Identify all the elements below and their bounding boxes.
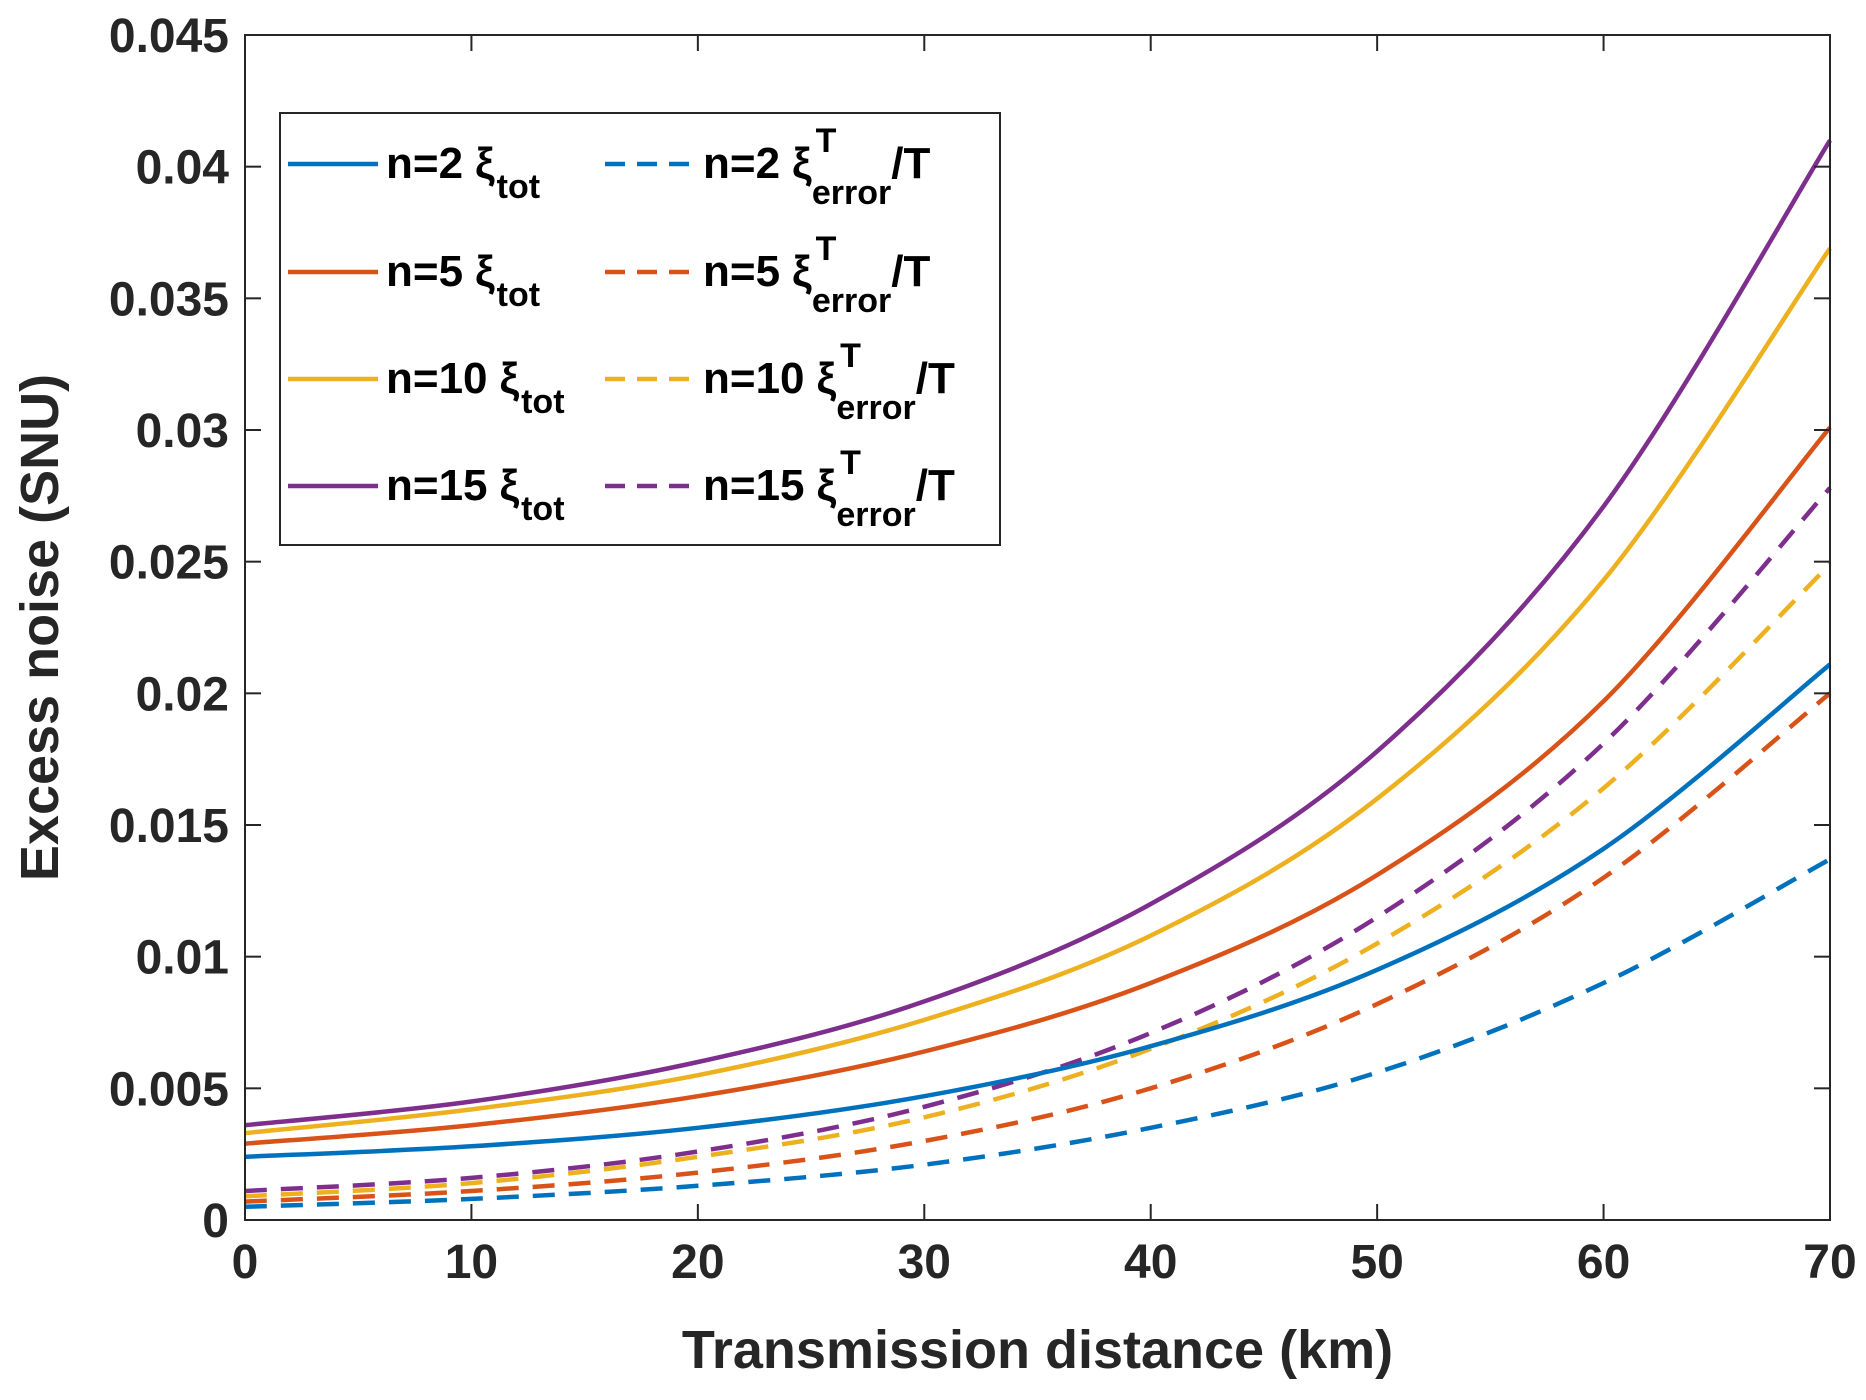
legend-tail: /T <box>916 354 955 403</box>
y-tick-label: 0.01 <box>136 932 229 985</box>
legend-entry-1: n=2 ξtot <box>386 139 540 206</box>
legend-sym: ξ <box>792 247 812 296</box>
x-tick-label: 50 <box>1350 1236 1403 1289</box>
series-line-8 <box>244 486 1832 1194</box>
legend-sym: ξ <box>500 461 520 510</box>
plot-frame <box>244 34 1831 1221</box>
legend-sub: error <box>836 389 915 427</box>
legend-sub: tot <box>497 276 540 314</box>
legend-sym: ξ <box>817 461 837 510</box>
legend-sup: T <box>816 230 837 268</box>
legend-tail: /T <box>891 139 930 188</box>
legend-n: n=10 <box>703 354 805 403</box>
legend-entry-3: n=10 ξtot <box>386 354 565 421</box>
legend-entry-2: n=5 ξtot <box>386 247 540 314</box>
x-tick-label: 60 <box>1577 1236 1630 1289</box>
series-line-7 <box>244 562 1832 1199</box>
legend-sup: T <box>816 122 837 160</box>
legend-sym: ξ <box>475 139 495 188</box>
x-tick-label: 30 <box>898 1236 951 1289</box>
series-line-1 <box>244 662 1832 1160</box>
legend-sym: ξ <box>500 354 520 403</box>
y-tick-label: 0.035 <box>109 273 229 326</box>
x-tick-label: 10 <box>445 1236 498 1289</box>
legend-sym: ξ <box>475 247 495 296</box>
y-tick-label: 0.045 <box>109 10 229 63</box>
x-tick-label: 0 <box>232 1236 259 1289</box>
x-tick-label: 20 <box>671 1236 724 1289</box>
legend-sub: tot <box>497 168 540 206</box>
legend-n: n=2 <box>386 139 463 188</box>
legend-n: n=15 <box>386 461 488 510</box>
legend-sup: T <box>840 444 861 482</box>
y-tick-label: 0.02 <box>136 668 229 721</box>
legend-sub: tot <box>521 490 564 528</box>
legend-sub: error <box>812 282 891 320</box>
legend-entry-4: n=15 ξtot <box>386 461 565 528</box>
legend-tail: /T <box>891 247 930 296</box>
legend-n: n=2 <box>703 139 780 188</box>
series-line-5 <box>244 857 1832 1210</box>
legend-n: n=10 <box>386 354 488 403</box>
y-tick-label: 0.005 <box>109 1063 229 1116</box>
y-tick-label: 0 <box>202 1195 229 1248</box>
tick-labels: 0 10 20 30 40 50 60 70 0 0.005 0.01 0.015 0.02 0.025 0… <box>109 10 1857 1289</box>
y-axis-label: Excess noise (SNU) <box>10 374 70 881</box>
legend-box <box>279 112 1001 546</box>
legend-sub: tot <box>521 383 564 421</box>
legend-sym: ξ <box>817 354 837 403</box>
y-tick-label: 0.04 <box>136 142 230 195</box>
x-axis-label: Transmission distance (km) <box>682 1320 1393 1380</box>
series-lines <box>244 139 1832 1210</box>
legend-tail: /T <box>916 461 955 510</box>
legend-sub: error <box>812 174 891 212</box>
series-line-4 <box>244 139 1832 1128</box>
y-tick-label: 0.025 <box>109 537 229 590</box>
legend-sub: error <box>836 496 915 534</box>
legend-n: n=5 <box>703 247 780 296</box>
legend-sym: ξ <box>792 139 812 188</box>
y-tick-label: 0.015 <box>109 800 229 853</box>
legend-sup: T <box>840 337 861 375</box>
x-tick-label: 40 <box>1124 1236 1177 1289</box>
legend-n: n=15 <box>703 461 805 510</box>
series-line-6 <box>244 691 1832 1204</box>
axis-ticks <box>244 34 1831 1221</box>
y-tick-label: 0.03 <box>136 405 229 458</box>
series-line-3 <box>244 247 1832 1136</box>
legend-n: n=5 <box>386 247 463 296</box>
series-line-2 <box>244 425 1832 1146</box>
x-tick-label: 70 <box>1803 1236 1856 1289</box>
